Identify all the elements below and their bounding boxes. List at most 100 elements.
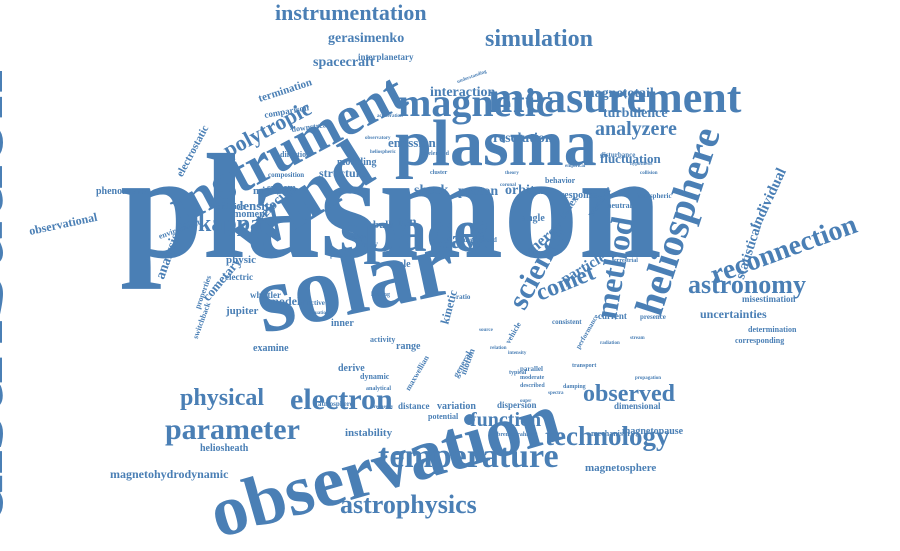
cloud-word-atmosphere: atmosphere: [318, 400, 353, 409]
cloud-word-mission: mission: [253, 184, 289, 197]
cloud-word-turbulence: turbulence: [603, 105, 668, 121]
cloud-word-space: space: [340, 197, 480, 264]
cloud-word-study: study: [357, 238, 379, 249]
cloud-word-measurement: measurement: [488, 72, 742, 122]
cloud-word-typical: typical: [509, 370, 527, 377]
cloud-word-observed: observed: [583, 381, 675, 408]
cloud-word-described: described: [520, 383, 545, 390]
cloud-word-magnetic: magnetic: [398, 80, 554, 126]
cloud-word-structure: structure: [319, 166, 367, 181]
cloud-word-electron: electron: [290, 383, 393, 417]
cloud-word-variation: variation: [437, 400, 476, 412]
cloud-word-frequency: frequency: [372, 404, 394, 410]
cloud-word-acceleration: acceleration: [377, 113, 403, 119]
cloud-word-wave: wave: [432, 224, 489, 254]
cloud-word-magnetohydrodynamic: magnetohydrodynamic: [110, 467, 229, 482]
cloud-word-activity: activity: [370, 335, 396, 345]
cloud-word-jupiter: jupiter: [226, 304, 259, 317]
cloud-word-system: system: [267, 182, 296, 194]
cloud-word-individual: individual: [747, 165, 790, 232]
cloud-word-equation: equation: [310, 310, 329, 316]
cloud-word-astronomy: astronomy: [688, 269, 806, 299]
cloud-word-astrophysics: astrophysics: [340, 489, 477, 519]
cloud-word-corresponding: corresponding: [735, 336, 785, 346]
cloud-word-instrumentation: instrumentation: [275, 0, 427, 25]
cloud-word-interplanetary: interplanetary: [358, 51, 414, 62]
cloud-word-distribution: distribution: [0, 69, 23, 525]
cloud-word-terrestrial: terrestrial: [612, 258, 638, 265]
cloud-word-outer: outer: [520, 398, 532, 404]
cloud-word-proton: proton: [458, 183, 499, 199]
cloud-word-modeling: modeling: [337, 156, 377, 168]
cloud-word-temperature: temperature: [378, 438, 559, 476]
cloud-word-model: model: [269, 294, 301, 309]
cloud-word-board: board: [479, 236, 497, 245]
cloud-word-dynamic: dynamic: [360, 372, 390, 382]
cloud-word-electric: electric: [225, 271, 253, 282]
cloud-word-design: design: [347, 233, 367, 242]
cloud-word-phenomenon: phenomenon: [96, 185, 152, 197]
cloud-word-disturbance: disturbance: [600, 151, 636, 160]
cloud-word-ratio: ratio: [456, 293, 471, 302]
cloud-word-spectra: spectra: [548, 390, 564, 396]
cloud-word-interaction: interaction: [430, 84, 496, 100]
cloud-word-dimensional: dimensional: [614, 400, 661, 411]
cloud-word-magnetopause: magnetopause: [622, 425, 684, 437]
cloud-word-density: density: [236, 198, 276, 214]
cloud-word-determination: determination: [748, 325, 797, 335]
cloud-word-magnetosphere: magnetosphere: [585, 461, 657, 474]
cloud-word-technology: technology: [545, 420, 670, 451]
cloud-word-intensity: intensity: [508, 350, 527, 356]
cloud-word-plasma: plasma: [395, 106, 597, 180]
cloud-word-consistent: consistent: [552, 318, 582, 327]
cloud-word-emission: emission: [388, 135, 436, 151]
cloud-word-condition: condition: [213, 202, 246, 212]
cloud-word-ionospheric: ionospheric: [637, 192, 672, 201]
cloud-word-collision: collision: [640, 170, 658, 176]
cloud-word-scale: scale: [390, 258, 411, 270]
cloud-word-bulk: bulk: [373, 218, 395, 231]
cloud-word-function: function: [470, 408, 542, 431]
cloud-word-examine: examine: [253, 342, 289, 354]
cloud-word-heliospheric: heliospheric: [370, 149, 396, 155]
cloud-word-dispersion: dispersion: [497, 399, 537, 410]
cloud-word-magnetotail: magnetotail: [583, 85, 654, 101]
cloud-word-relation: relation: [490, 345, 507, 351]
cloud-word-radiation: radiation: [600, 340, 620, 346]
cloud-word-behavior: behavior: [545, 176, 576, 186]
cloud-word-stream: stream: [630, 335, 645, 341]
cloud-word-heliosheath: heliosheath: [200, 442, 249, 454]
cloud-word-mechanism: mechanism: [591, 429, 630, 439]
cloud-word-parallel: parallel: [520, 365, 543, 374]
cloud-word-plasmon: plasmon: [120, 124, 662, 290]
cloud-word-simulation: simulation: [485, 26, 594, 53]
cloud-word-vehicle: vehicle: [503, 320, 524, 346]
cloud-word-moment: moment: [233, 208, 268, 220]
cloud-word-potential: potential: [428, 412, 459, 422]
cloud-word-maxwellian: maxwellian: [403, 354, 431, 393]
cloud-word-gerasimenko: gerasimenko: [328, 30, 405, 46]
cloud-word-effective: effective: [300, 299, 325, 308]
cloud-word-physic: physic: [226, 253, 256, 266]
cloud-word-bremsstrahlung: bremsstrahlung: [497, 432, 538, 439]
cloud-word-heating: heating: [371, 292, 391, 299]
cloud-word-composition: composition: [268, 171, 305, 180]
cloud-word-future: future: [455, 236, 474, 245]
cloud-word-propagation: propagation: [635, 375, 662, 381]
cloud-word-inner: inner: [331, 317, 354, 329]
cloud-word-analyzere: analyzere: [595, 117, 677, 140]
cloud-word-physical: physical: [180, 385, 265, 412]
cloud-word-observatory: observatory: [365, 135, 391, 141]
cloud-word-damping: damping: [563, 384, 586, 391]
cloud-word-shock: shock: [414, 182, 449, 198]
cloud-word-distance: distance: [398, 400, 430, 411]
cloud-word-angle: angle: [522, 212, 545, 224]
cloud-word-orbiter: orbiter: [505, 182, 547, 198]
cloud-word-parameter: parameter: [165, 413, 300, 447]
cloud-word-kappa: kappa: [198, 211, 263, 238]
cloud-word-spacecraft: spacecraft: [313, 54, 375, 70]
cloud-word-misestimation: misestimation: [742, 293, 796, 304]
cloud-word-instability: instability: [345, 426, 393, 439]
cloud-word-analytical: analytical: [366, 386, 391, 393]
